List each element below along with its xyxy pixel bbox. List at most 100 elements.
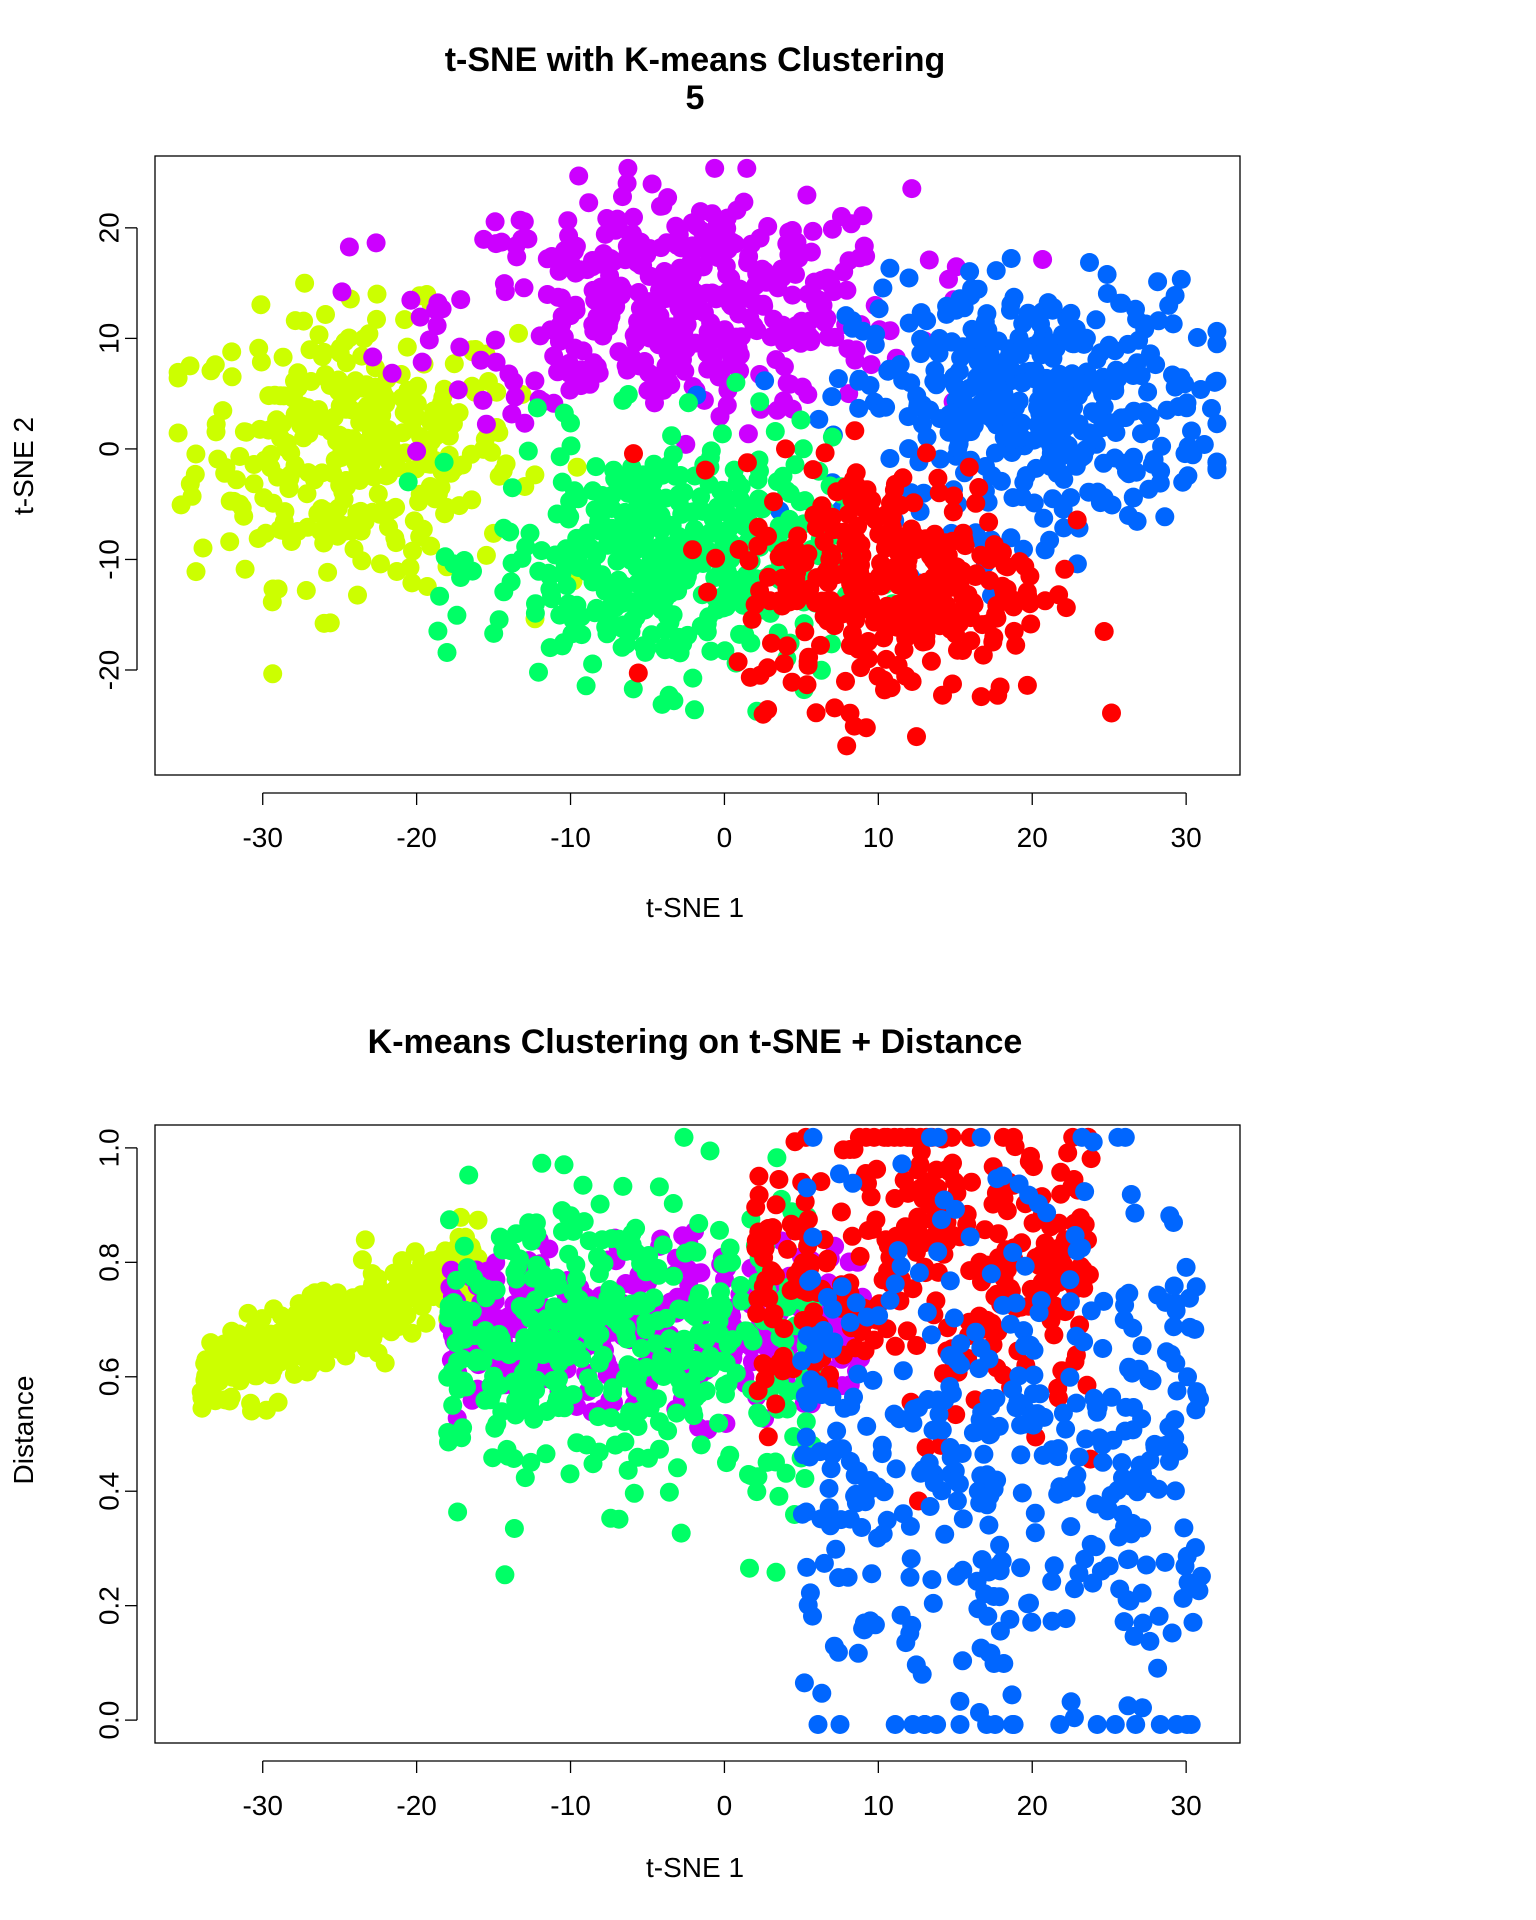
data-point [954, 298, 974, 318]
data-point [709, 1413, 729, 1433]
data-point [851, 535, 871, 555]
data-point [678, 393, 698, 413]
data-point [1119, 1283, 1139, 1303]
data-point [438, 1367, 458, 1387]
data-point [454, 551, 474, 570]
data-point [583, 1331, 603, 1351]
data-point [1001, 1314, 1020, 1334]
data-point [1013, 336, 1032, 356]
data-point [677, 315, 697, 334]
data-point [748, 1467, 768, 1487]
data-point [624, 207, 643, 227]
data-point [308, 504, 328, 523]
data-point [444, 354, 464, 374]
data-point [1202, 399, 1221, 418]
data-point [1167, 1381, 1187, 1401]
data-point [663, 1353, 683, 1373]
data-point [815, 443, 835, 463]
y-axis-label: t-SNE 2 [8, 416, 39, 516]
data-point [693, 301, 713, 321]
data-point [881, 678, 901, 698]
data-point [1086, 310, 1106, 330]
data-point [294, 311, 314, 331]
data-point [493, 461, 513, 481]
data-point [515, 1468, 535, 1488]
y-tick-label: 0.8 [94, 1243, 125, 1282]
data-point [908, 1207, 928, 1227]
data-point [623, 679, 643, 699]
data-point [971, 394, 991, 413]
data-point [844, 716, 864, 736]
data-point [715, 641, 735, 661]
x-tick-label: 0 [717, 1790, 733, 1821]
data-point [480, 1390, 500, 1410]
data-point [824, 1636, 844, 1656]
data-point [483, 1448, 503, 1468]
data-point [689, 1284, 709, 1304]
data-point [1130, 1455, 1150, 1475]
data-point [854, 236, 874, 256]
data-point [649, 1177, 669, 1197]
data-point [836, 534, 856, 554]
data-point [1069, 1563, 1089, 1583]
x-tick-label: 10 [863, 1790, 894, 1821]
data-point [1169, 1441, 1189, 1461]
data-point [897, 546, 917, 566]
data-point [539, 563, 558, 583]
data-point [1186, 1400, 1206, 1420]
data-point [796, 1502, 816, 1522]
data-point [971, 687, 991, 707]
data-point [1176, 1257, 1196, 1277]
data-point [940, 1438, 960, 1457]
data-point [1050, 1715, 1070, 1734]
data-point [628, 663, 648, 683]
data-point [371, 554, 390, 574]
data-point [1178, 1573, 1198, 1592]
data-point [393, 1279, 412, 1299]
data-point [1011, 1445, 1031, 1465]
data-point [356, 375, 376, 395]
data-point [894, 1170, 914, 1190]
data-point [335, 332, 355, 352]
data-point [1066, 1393, 1086, 1413]
data-point [553, 1222, 572, 1242]
data-point [969, 478, 989, 497]
data-point [886, 1226, 906, 1246]
data-point [649, 335, 669, 355]
data-point [1075, 1549, 1095, 1569]
data-point [747, 1304, 767, 1323]
data-point [844, 1139, 864, 1159]
data-point [1101, 1485, 1121, 1505]
y-tick-label: 0.4 [94, 1472, 125, 1511]
data-point [990, 1621, 1010, 1641]
data-point [884, 480, 904, 500]
data-point [1123, 487, 1143, 507]
data-point [1145, 1437, 1165, 1457]
data-point [485, 1418, 505, 1438]
data-point [986, 372, 1006, 392]
data-point [766, 1562, 786, 1582]
data-point [1207, 460, 1227, 480]
data-point [235, 559, 255, 579]
data-point [1066, 1326, 1086, 1346]
data-point [808, 1375, 828, 1395]
data-point [778, 1239, 797, 1259]
data-point [1061, 1517, 1081, 1537]
data-point [947, 1566, 966, 1586]
x-tick-label: -10 [550, 1790, 590, 1821]
data-point [1191, 380, 1211, 399]
data-point [953, 523, 973, 543]
data-point [222, 367, 242, 387]
data-point [482, 1340, 502, 1359]
data-point [610, 1298, 630, 1318]
data-point [1099, 1500, 1118, 1519]
data-point [583, 572, 603, 592]
data-point [583, 481, 603, 501]
data-point [316, 1353, 336, 1373]
data-point [251, 295, 271, 315]
data-point [896, 666, 916, 686]
data-point [276, 438, 296, 458]
y-tick-label: -20 [94, 650, 125, 690]
data-point [276, 521, 296, 541]
data-point [1068, 386, 1088, 406]
